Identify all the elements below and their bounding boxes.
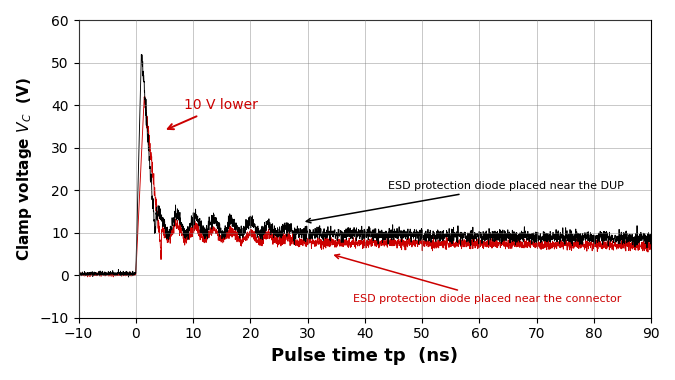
Y-axis label: Clamp voltage $V_C$  (V): Clamp voltage $V_C$ (V) xyxy=(15,77,34,261)
X-axis label: Pulse time tp  (ns): Pulse time tp (ns) xyxy=(271,347,458,365)
Text: ESD protection diode placed near the connector: ESD protection diode placed near the con… xyxy=(335,254,622,304)
Text: ESD protection diode placed near the DUP: ESD protection diode placed near the DUP xyxy=(306,181,624,223)
Text: 10 V lower: 10 V lower xyxy=(168,98,259,129)
